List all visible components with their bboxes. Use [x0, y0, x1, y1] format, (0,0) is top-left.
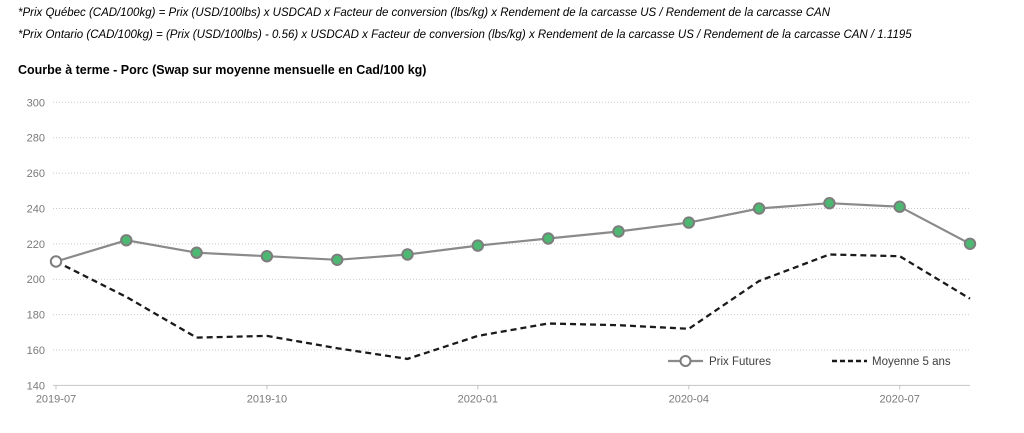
y-axis-tick-label: 160 [27, 345, 45, 357]
data-point-marker [682, 216, 695, 229]
data-point-marker [120, 234, 133, 247]
chart-title: Courbe à terme - Porc (Swap sur moyenne … [18, 63, 427, 77]
data-point-marker [190, 246, 203, 259]
x-axis-tick-label: 2020-07 [880, 393, 920, 405]
data-point-marker [612, 225, 625, 238]
data-point-marker [471, 239, 484, 252]
formula-quebec-price: *Prix Québec (CAD/100kg) = Prix (USD/100… [18, 7, 831, 19]
y-axis-tick-label: 300 [27, 97, 45, 109]
y-axis-tick-label: 140 [27, 380, 45, 392]
formula-ontario-price: *Prix Ontario (CAD/100kg) = (Prix (USD/1… [18, 29, 912, 41]
legend-prix-futures-label: Prix Futures [709, 356, 771, 368]
y-axis-tick-label: 200 [27, 274, 45, 286]
y-axis-tick-label: 220 [27, 239, 45, 251]
data-point-marker [401, 248, 414, 261]
x-axis-tick-label: 2019-07 [36, 393, 76, 405]
x-axis-tick-label: 2019-10 [247, 393, 287, 405]
x-axis-tick-label: 2020-01 [458, 393, 498, 405]
prix-futures-line [55, 202, 971, 263]
y-axis-tick-label: 240 [27, 203, 45, 215]
data-point-marker [49, 255, 63, 268]
data-point-marker [823, 197, 836, 210]
x-axis-tick-label: 2020-04 [669, 393, 709, 405]
legend-moyenne-5-ans-label: Moyenne 5 ans [872, 356, 951, 368]
forward-curve-line-chart: 140 160 180 200 220 240 260 280 300 2019-07 2019-1… [27, 97, 977, 405]
data-point-marker [260, 250, 274, 263]
data-point-marker [963, 237, 977, 251]
y-axis-tick-label: 260 [27, 168, 45, 180]
moyenne-5-ans-line [55, 253, 971, 361]
y-axis-tick-label: 280 [27, 133, 45, 145]
y-axis-tick-label: 180 [27, 310, 45, 322]
data-point-marker [752, 202, 766, 215]
data-point-marker [893, 200, 906, 213]
data-point-marker [331, 253, 344, 267]
data-point-marker [542, 232, 555, 245]
legend-prix-futures-marker [679, 355, 692, 367]
